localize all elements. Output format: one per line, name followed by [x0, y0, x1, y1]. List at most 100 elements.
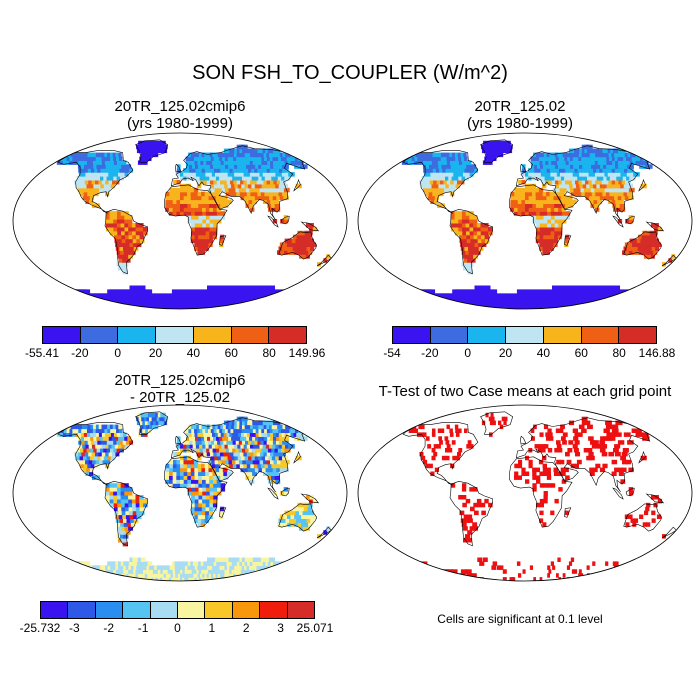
grid-cell [302, 510, 307, 516]
grid-cell [120, 491, 125, 496]
grid-cell [238, 305, 242, 309]
grid-cell [547, 305, 551, 309]
grid-cell [522, 569, 526, 574]
grid-cell [119, 168, 124, 173]
grid-cell [616, 176, 623, 181]
grid-cell [244, 561, 248, 566]
grid-cell [93, 436, 97, 441]
grid-cell [270, 301, 274, 306]
grid-cell [223, 557, 227, 562]
grid-cell [520, 297, 524, 302]
grid-cell [154, 416, 158, 422]
grid-cell [577, 432, 583, 437]
grid-cell [190, 289, 194, 294]
grid-cell [575, 179, 580, 185]
grid-cell [525, 199, 530, 204]
grid-cell [550, 230, 555, 236]
grid-cell [113, 215, 118, 220]
grid-cell [559, 293, 563, 298]
grid-cell [120, 176, 124, 181]
grid-cell [601, 172, 608, 177]
grid-cell [588, 451, 594, 457]
grid-cell [137, 160, 142, 165]
grid-cell [196, 448, 201, 453]
grid-cell [233, 573, 236, 578]
grid-cell [136, 234, 141, 240]
grid-cell [79, 152, 83, 158]
grid-cell [509, 577, 514, 581]
grid-cell [484, 234, 490, 240]
grid-cell [303, 506, 308, 512]
grid-cell [215, 463, 220, 469]
grid-cell [174, 561, 178, 566]
grid-cell [187, 569, 190, 574]
grid-cell [265, 444, 272, 449]
grid-cell [565, 203, 570, 208]
grid-cell [83, 448, 88, 453]
grid-cell [420, 156, 424, 161]
grid-cell [522, 297, 526, 302]
grid-cell [129, 168, 133, 173]
grid-cell [73, 152, 77, 158]
grid-cell [577, 305, 580, 309]
grid-cell [270, 459, 276, 465]
grid-cell [190, 506, 196, 512]
grid-cell [187, 561, 191, 566]
grid-cell [622, 187, 628, 193]
grid-cell [200, 160, 205, 165]
grid-cell [259, 305, 262, 309]
grid-cell [473, 526, 478, 531]
grid-cell [170, 573, 174, 578]
grid-cell [249, 289, 253, 294]
grid-cell [96, 455, 101, 461]
grid-cell [639, 242, 644, 247]
grid-cell [579, 289, 583, 294]
grid-cell [547, 448, 553, 453]
grid-cell [269, 444, 276, 449]
grid-cell [614, 297, 617, 302]
grid-cell [276, 451, 283, 457]
grid-cell [256, 179, 263, 185]
grid-cell [113, 219, 118, 224]
grid-cell [203, 179, 208, 185]
grid-cell [140, 297, 146, 302]
grid-cell [135, 495, 140, 500]
grid-cell [159, 416, 163, 422]
grid-cell [202, 479, 207, 484]
colorbar-tick-label: -1 [137, 621, 149, 635]
grid-cell [131, 498, 137, 504]
grid-cell [202, 502, 207, 508]
colorbar-swatch [193, 327, 232, 343]
grid-cell [92, 172, 96, 177]
grid-cell [561, 471, 566, 476]
grid-cell [464, 160, 469, 165]
grid-cell [433, 301, 442, 306]
grid-cell [258, 565, 262, 570]
grid-cell [125, 242, 131, 247]
grid-cell [235, 160, 241, 165]
grid-cell [443, 301, 451, 306]
grid-cell [198, 506, 203, 512]
grid-cell [211, 561, 215, 566]
grid-cell [116, 156, 120, 161]
grid-cell [440, 428, 445, 433]
grid-cell [183, 183, 188, 189]
grid-cell [196, 577, 200, 581]
grid-cell [98, 444, 103, 449]
grid-cell [80, 191, 85, 197]
grid-cell [652, 234, 657, 240]
grid-cell [550, 203, 555, 208]
grid-cell [511, 577, 516, 581]
grid-cell [510, 207, 515, 212]
grid-cell [193, 424, 198, 430]
grid-cell [185, 160, 190, 165]
grid-cell [209, 495, 214, 500]
grid-cell [543, 211, 548, 216]
grid-cell [567, 297, 571, 302]
grid-cell [481, 289, 487, 294]
grid-cell [213, 301, 217, 306]
grid-cell [260, 557, 265, 562]
grid-cell [88, 179, 93, 185]
grid-cell [94, 463, 99, 469]
grid-cell [547, 301, 550, 306]
